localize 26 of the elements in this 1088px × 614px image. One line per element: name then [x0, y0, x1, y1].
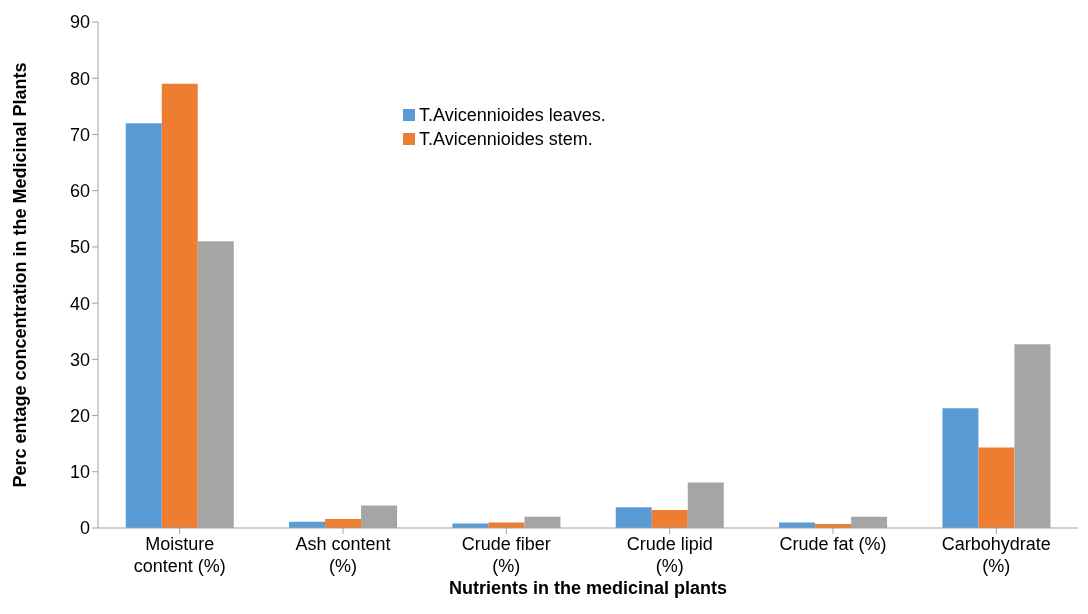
y-tick-label: 70	[69, 124, 90, 145]
bar	[942, 408, 979, 528]
bar	[978, 447, 1015, 528]
bar	[615, 507, 652, 528]
y-tick-label: 80	[69, 68, 90, 89]
y-tick-label: 20	[69, 405, 90, 426]
bar	[161, 83, 198, 528]
y-tick-label: 60	[69, 181, 90, 202]
y-tick-label: 30	[69, 349, 90, 370]
legend-label: T.Avicennioides stem.	[419, 128, 593, 151]
y-tick-label: 40	[69, 293, 90, 314]
legend-label: T.Avicennioides leaves.	[419, 104, 606, 127]
x-tick-label: Crude fiber (%)	[461, 534, 551, 576]
y-tick-label: 50	[69, 237, 90, 258]
x-tick-label: Carbohydrate (%)	[941, 534, 1051, 576]
bar	[651, 510, 688, 528]
y-axis-title: Perc entage concentration in the Medicinal Plants	[10, 62, 31, 488]
x-tick-label: Moisture content (%)	[133, 534, 226, 576]
y-tick-label: 0	[79, 518, 90, 539]
x-axis-title: Nutrients in the medicinal plants	[448, 578, 728, 598]
x-tick-label: Crude fat (%)	[779, 534, 887, 554]
bar	[125, 123, 162, 528]
y-tick-label: 90	[69, 12, 90, 33]
y-tick-label: 10	[69, 462, 90, 483]
x-tick-label: Crude lipid (%)	[626, 534, 713, 576]
x-tick-label: Ash content (%)	[295, 534, 391, 576]
